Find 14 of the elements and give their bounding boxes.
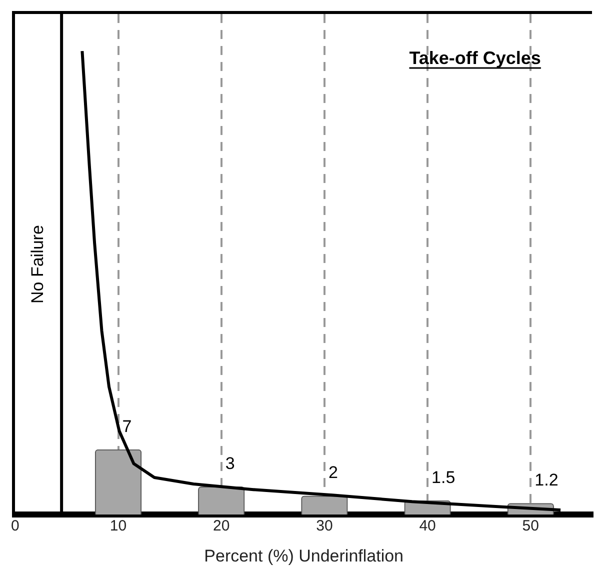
x-tick-label: 30 [316, 518, 333, 535]
ref-line-label: No Failure [28, 225, 48, 304]
data-label: 1.5 [432, 468, 456, 487]
x-axis-title: Percent (%) Underinflation [204, 546, 404, 566]
annotation: Take-off Cycles [409, 48, 541, 68]
x-tick-label: 40 [419, 518, 436, 535]
x-tick-label: 10 [110, 518, 127, 535]
data-label: 1.2 [534, 470, 558, 490]
data-label: 2 [328, 463, 338, 482]
data-label: 3 [225, 454, 235, 473]
x-tick-label: 20 [213, 518, 230, 535]
x-tick-label: 50 [522, 518, 539, 535]
data-label: 7 [122, 416, 132, 436]
x-tick-label: 0 [11, 518, 20, 535]
